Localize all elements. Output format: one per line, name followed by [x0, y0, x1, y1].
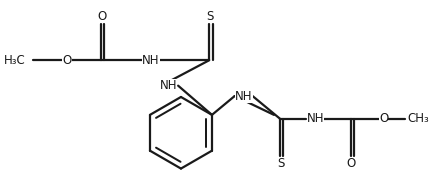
- Text: O: O: [379, 112, 388, 125]
- Text: NH: NH: [307, 112, 325, 125]
- Text: O: O: [62, 54, 71, 67]
- Text: NH: NH: [142, 54, 160, 67]
- Text: S: S: [206, 10, 214, 24]
- Text: NH: NH: [160, 79, 178, 92]
- Text: CH₃: CH₃: [407, 112, 429, 125]
- Text: O: O: [97, 10, 107, 24]
- Text: NH: NH: [235, 90, 253, 102]
- Text: H₃C: H₃C: [4, 54, 25, 67]
- Text: O: O: [347, 157, 356, 170]
- Text: S: S: [277, 157, 285, 170]
